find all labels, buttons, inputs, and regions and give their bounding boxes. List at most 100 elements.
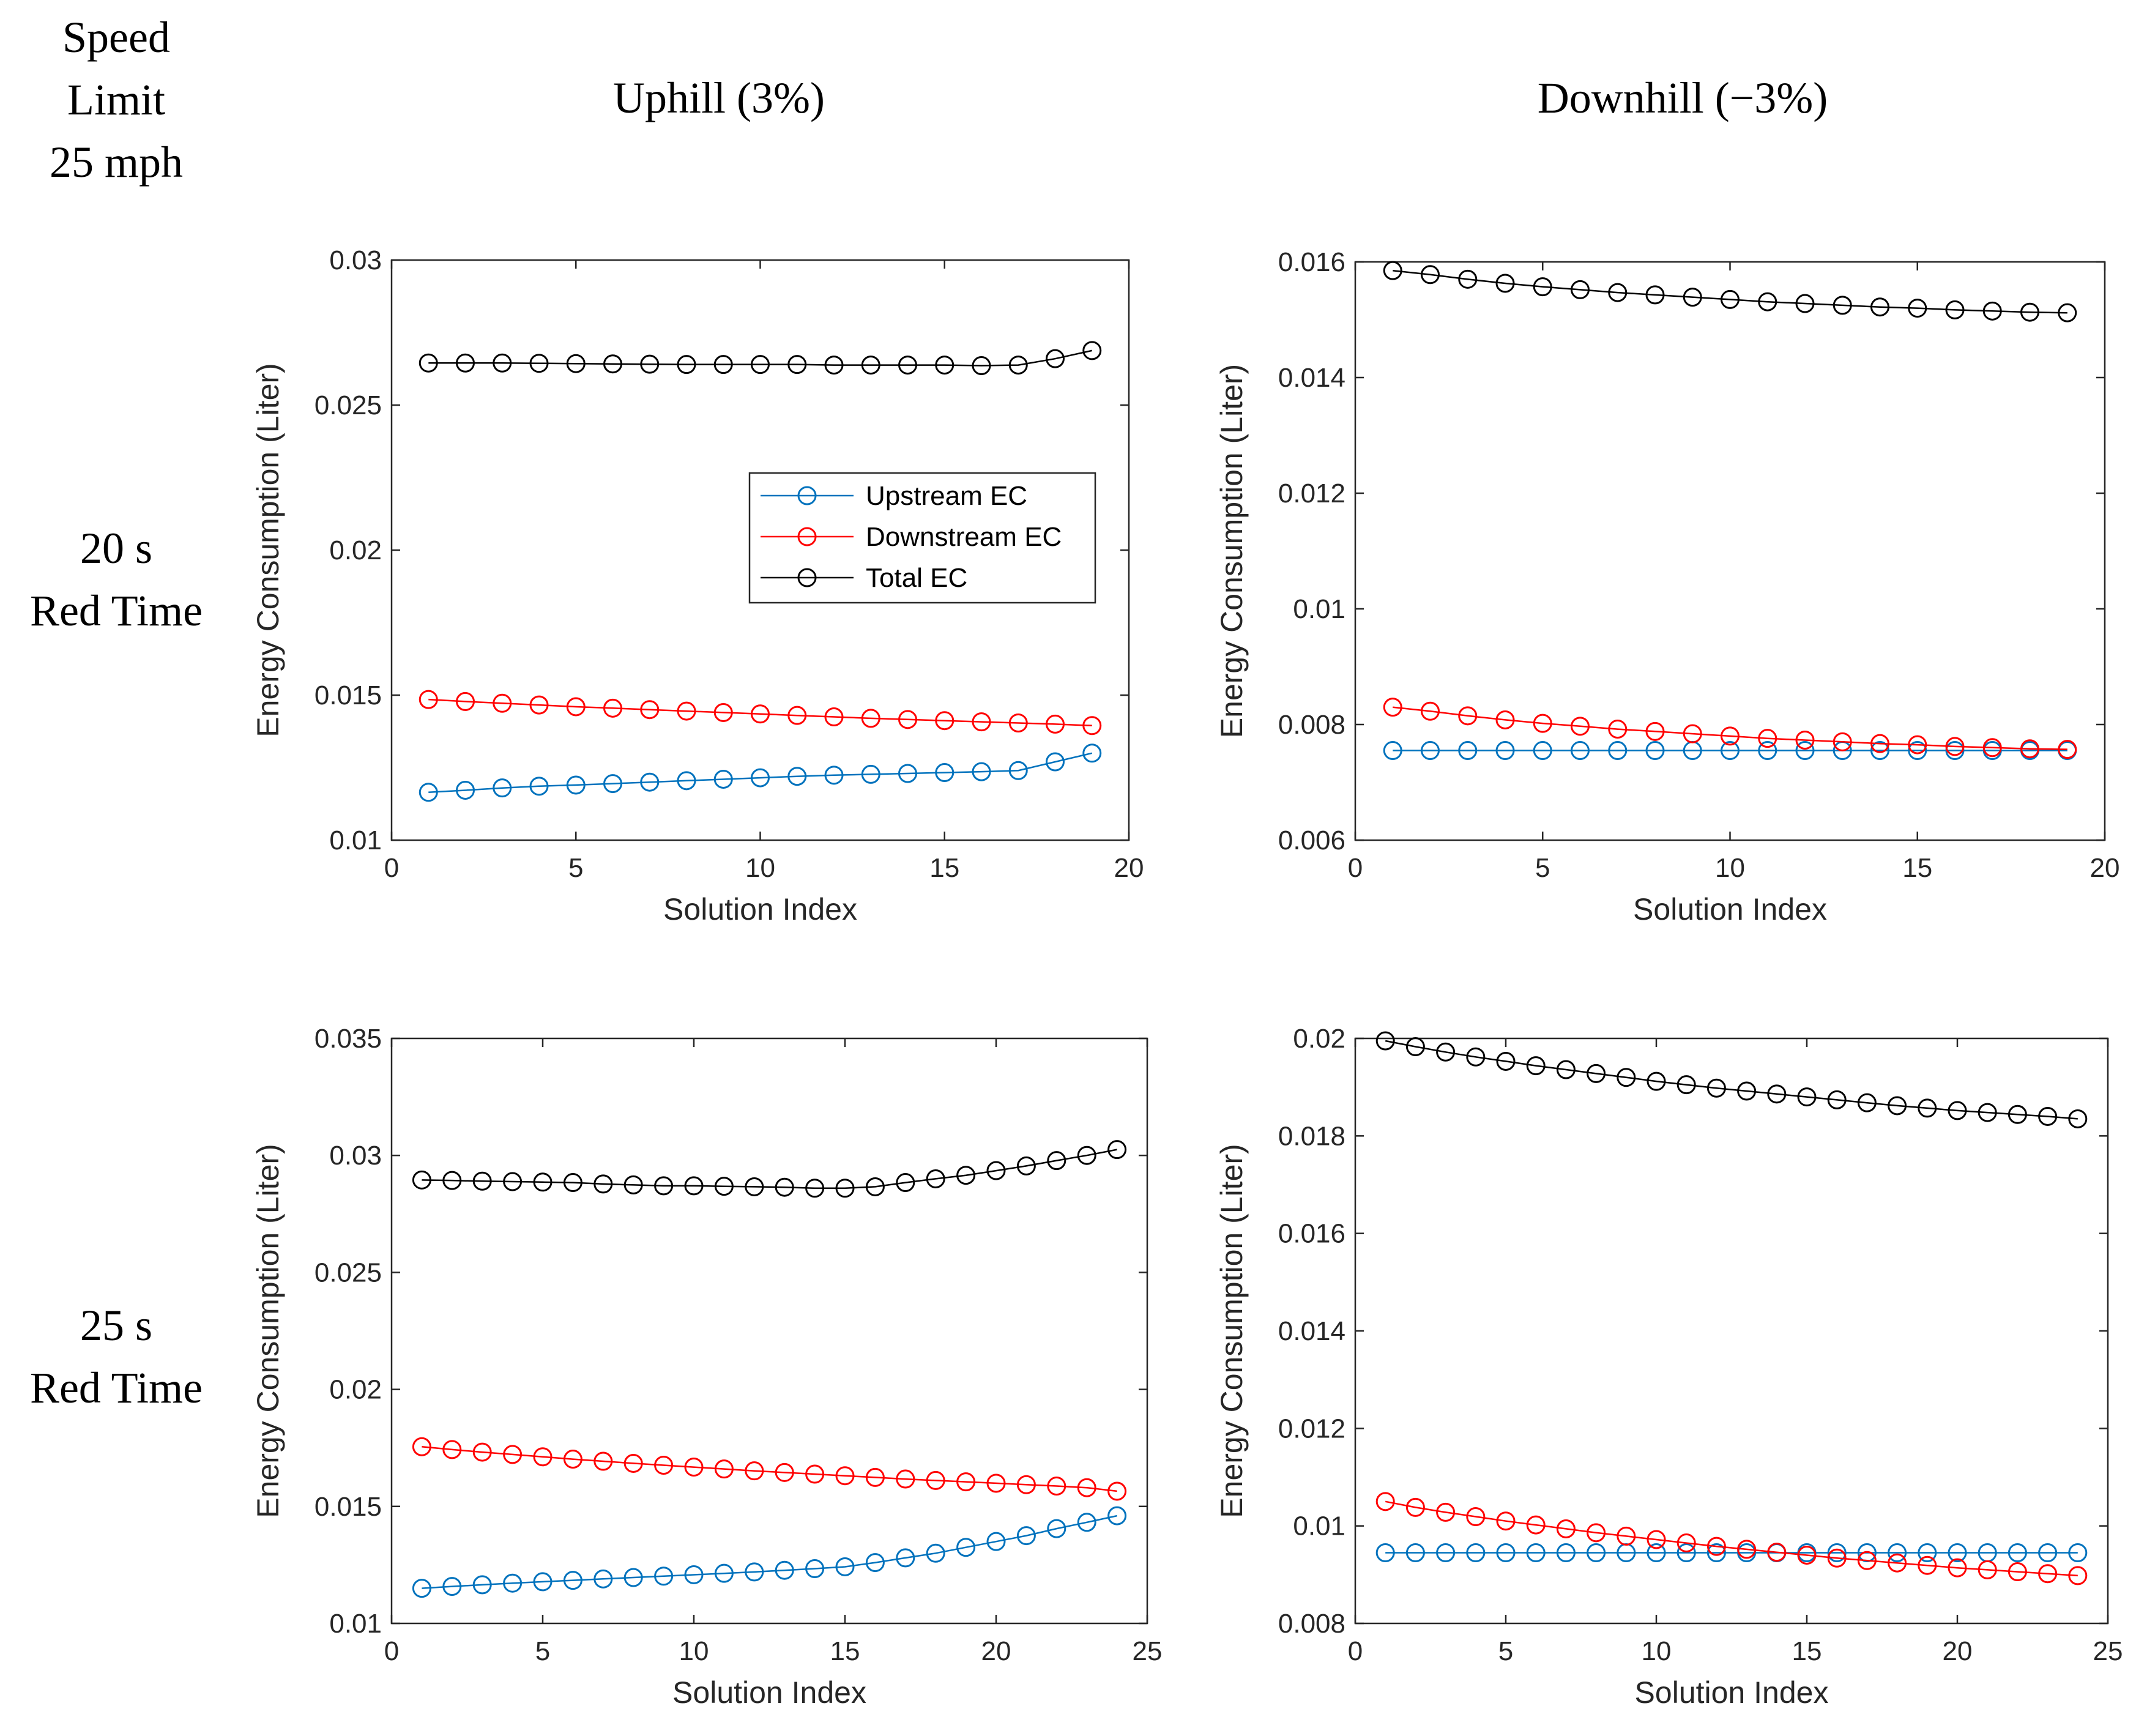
- data-point-upstream: [745, 1562, 764, 1582]
- data-point-upstream: [896, 1548, 915, 1568]
- y-tick-label: 0.035: [314, 1024, 382, 1054]
- data-point-upstream: [898, 764, 917, 783]
- data-point-upstream: [1016, 1526, 1036, 1546]
- data-point-total: [1458, 269, 1478, 289]
- data-point-upstream: [1375, 1543, 1395, 1562]
- speed-limit-label: Speed Limit 25 mph: [6, 6, 226, 193]
- data-point-total: [956, 1166, 976, 1185]
- legend-label-downstream: Downstream EC: [866, 522, 1062, 552]
- x-tick-label: 10: [1642, 1636, 1672, 1666]
- data-point-upstream: [533, 1572, 553, 1592]
- series-total: [419, 341, 1102, 376]
- data-point-total: [775, 1177, 794, 1197]
- data-point-downstream: [1721, 726, 1740, 746]
- data-point-downstream: [1978, 1560, 1997, 1579]
- y-tick-label: 0.008: [1278, 1609, 1345, 1639]
- data-point-upstream: [1533, 741, 1552, 761]
- data-point-total: [713, 355, 733, 374]
- data-point-upstream: [1046, 752, 1065, 772]
- data-point-downstream: [775, 1462, 794, 1482]
- data-point-total: [1436, 1042, 1456, 1062]
- series-line-downstream: [422, 1446, 1117, 1492]
- data-point-downstream: [956, 1472, 976, 1492]
- chart-uphill-25s: 0 5 10 15 20 25 0.01 0.015 0.02 0.025 0.03 0.035 Sol…: [251, 1024, 1162, 1710]
- data-point-total: [926, 1169, 945, 1188]
- data-point-upstream: [1758, 741, 1777, 761]
- x-tick-label: 5: [1498, 1636, 1513, 1666]
- data-point-total: [1797, 1087, 1817, 1107]
- plot-area: [390, 1037, 1148, 1625]
- data-point-total: [861, 356, 880, 375]
- data-point-upstream: [1496, 1543, 1516, 1562]
- y-tick-label: 0.01: [329, 1609, 382, 1639]
- series-total: [1375, 1031, 2088, 1128]
- x-tick-label: 25: [1133, 1636, 1163, 1666]
- data-point-total: [805, 1179, 825, 1198]
- data-point-total: [1046, 349, 1065, 368]
- data-point-downstream: [472, 1442, 492, 1462]
- data-point-downstream: [1647, 1530, 1666, 1549]
- data-point-upstream: [1047, 1519, 1066, 1538]
- data-point-total: [787, 355, 807, 374]
- data-point-total: [1495, 274, 1515, 293]
- data-point-downstream: [1107, 1481, 1127, 1501]
- data-point-total: [1767, 1084, 1787, 1104]
- data-point-upstream: [835, 1557, 855, 1576]
- data-point-total: [442, 1171, 462, 1190]
- data-point-total: [456, 353, 475, 373]
- x-tick-label: 20: [981, 1636, 1011, 1666]
- data-point-downstream: [1833, 732, 1852, 751]
- data-point-downstream: [1495, 710, 1515, 729]
- data-point-total: [2020, 302, 2039, 322]
- data-point-downstream: [2068, 1566, 2088, 1585]
- data-point-downstream: [1918, 1555, 1937, 1575]
- data-point-upstream: [713, 769, 733, 789]
- data-point-total: [1833, 296, 1852, 315]
- data-point-upstream: [824, 766, 844, 785]
- column-header-uphill: Uphill (3%): [613, 73, 825, 122]
- data-point-downstream: [1556, 1519, 1576, 1538]
- data-point-downstream: [1383, 698, 1402, 717]
- data-point-upstream: [1556, 1543, 1576, 1562]
- data-point-upstream: [1421, 741, 1440, 761]
- data-point-downstream: [1758, 729, 1777, 748]
- data-point-upstream: [1870, 741, 1889, 761]
- data-point-total: [677, 355, 696, 374]
- x-tick-label: 20: [1943, 1636, 1973, 1666]
- row-header-25s-line-1: 25 s: [80, 1301, 153, 1350]
- data-point-downstream: [824, 707, 844, 727]
- data-point-downstream: [751, 704, 770, 724]
- row-header-20s-line-2: Red Time: [29, 586, 203, 635]
- data-point-total: [412, 1170, 431, 1190]
- data-point-total: [566, 354, 586, 373]
- data-point-total: [1647, 1071, 1666, 1091]
- data-point-downstream: [503, 1445, 523, 1464]
- data-point-upstream: [1008, 761, 1028, 780]
- data-point-total: [529, 354, 549, 373]
- data-point-downstream: [2038, 1564, 2058, 1584]
- data-point-downstream: [442, 1440, 462, 1459]
- data-point-upstream: [714, 1563, 734, 1583]
- data-point-downstream: [1587, 1523, 1606, 1543]
- y-tick-label: 0.02: [329, 535, 382, 565]
- data-point-upstream: [2008, 1543, 2027, 1562]
- x-tick-label: 25: [2093, 1636, 2123, 1666]
- data-point-downstream: [640, 700, 660, 720]
- legend-label-total: Total EC: [866, 563, 967, 593]
- series-line-downstream: [428, 698, 1092, 727]
- data-point-upstream: [1587, 1543, 1606, 1562]
- y-tick-label: 0.006: [1278, 825, 1345, 855]
- y-axis-label: Energy Consumption (Liter): [251, 1144, 285, 1518]
- data-point-upstream: [412, 1579, 431, 1598]
- column-header-downhill: Downhill (−3%): [1537, 73, 1828, 122]
- data-point-total: [419, 353, 438, 373]
- data-point-upstream: [684, 1565, 704, 1584]
- data-point-upstream: [419, 783, 438, 802]
- data-point-total: [2008, 1105, 2027, 1124]
- data-point-downstream: [1982, 738, 2002, 758]
- data-point-upstream: [1458, 741, 1478, 761]
- series-line-total: [428, 349, 1093, 367]
- data-point-downstream: [861, 709, 880, 728]
- data-point-upstream: [1495, 741, 1515, 761]
- data-point-total: [2068, 1109, 2088, 1128]
